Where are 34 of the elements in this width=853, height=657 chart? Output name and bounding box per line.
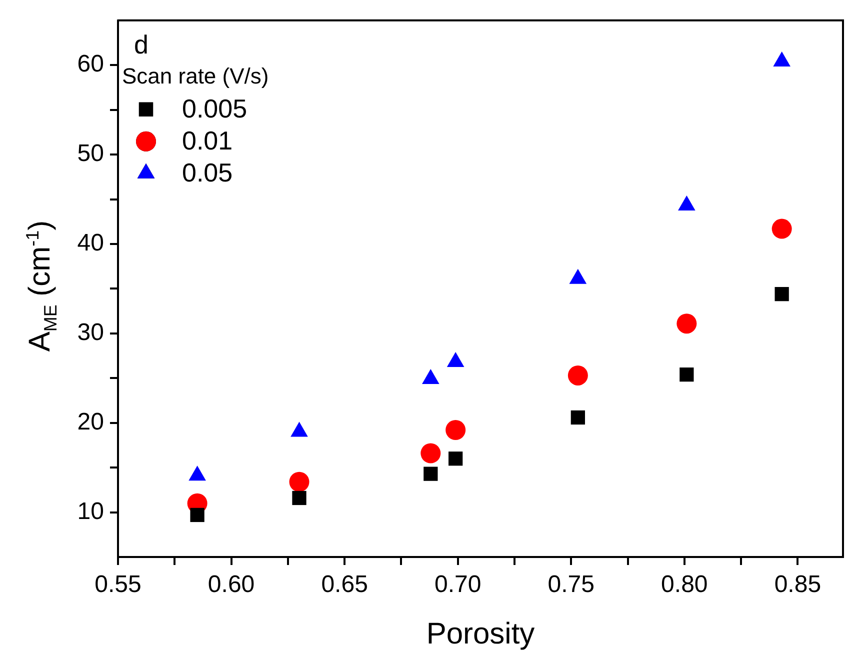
point — [774, 286, 789, 302]
x-tick-label: 0.75 — [548, 571, 594, 598]
point — [424, 466, 438, 481]
y-tick-label: 10 — [77, 498, 104, 525]
y-tick-label: 30 — [77, 319, 104, 346]
point — [420, 443, 441, 464]
point — [570, 410, 585, 425]
legend-label: 0.05 — [182, 157, 233, 188]
point — [446, 420, 466, 440]
annotation: d — [134, 29, 148, 60]
text: 0.80 — [661, 571, 708, 598]
point — [678, 196, 696, 211]
text: 0.60 — [208, 571, 255, 598]
x-axis-title: Porosity — [426, 617, 535, 650]
point — [773, 52, 790, 67]
x-tick-label: 0.65 — [321, 571, 368, 598]
point — [676, 314, 697, 334]
legend-label: 0.01 — [182, 125, 233, 156]
y-tick-label: 20 — [77, 408, 104, 436]
legend-label: 0.005 — [182, 93, 248, 124]
y-tick-label: 60 — [77, 50, 104, 78]
point — [772, 218, 792, 239]
y-tick-label: 50 — [77, 140, 104, 168]
point — [448, 452, 463, 466]
y-tick-label: 40 — [77, 230, 104, 257]
legend-title: Scan rate (V/s) — [122, 63, 269, 88]
point — [568, 365, 588, 386]
point — [190, 508, 204, 522]
x-tick-label: 0.55 — [94, 571, 142, 598]
text: 0.70 — [434, 571, 482, 598]
point — [289, 472, 310, 492]
point — [680, 367, 694, 382]
point — [292, 490, 306, 506]
x-tick-label: 0.85 — [774, 571, 822, 598]
